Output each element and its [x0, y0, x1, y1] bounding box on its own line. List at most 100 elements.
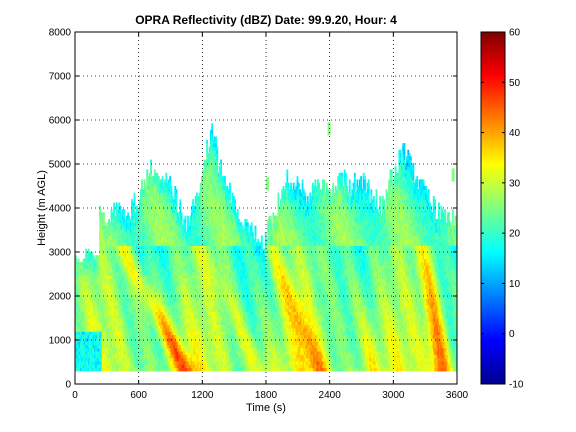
reflectivity-cell: [104, 248, 107, 253]
reflectivity-cell: [117, 215, 119, 220]
reflectivity-cell: [148, 311, 151, 316]
reflectivity-cell: [143, 192, 146, 197]
reflectivity-cell: [78, 324, 81, 329]
reflectivity-cell: [147, 291, 150, 296]
reflectivity-cell: [97, 278, 100, 283]
reflectivity-cell: [100, 364, 103, 369]
reflectivity-cell: [92, 281, 95, 286]
reflectivity-cell: [125, 304, 128, 309]
reflectivity-cell: [99, 242, 102, 246]
reflectivity-cell: [127, 294, 130, 299]
reflectivity-cell: [151, 252, 154, 256]
reflectivity-cell: [150, 228, 152, 233]
reflectivity-cell: [145, 235, 147, 240]
reflectivity-cell: [95, 324, 98, 329]
reflectivity-cell: [145, 245, 147, 250]
reflectivity-cell: [125, 278, 128, 283]
reflectivity-cell: [132, 354, 135, 359]
reflectivity-cell: [109, 344, 112, 349]
reflectivity-cell: [82, 367, 85, 372]
reflectivity-cell: [95, 331, 98, 336]
reflectivity-cell: [119, 337, 122, 342]
reflectivity-cell: [97, 314, 100, 319]
reflectivity-cell: [148, 248, 151, 253]
reflectivity-cell: [119, 367, 122, 372]
reflectivity-cell: [113, 268, 116, 273]
reflectivity-cell: [141, 337, 144, 342]
reflectivity-cell: [143, 258, 146, 263]
reflectivity-cell: [123, 347, 126, 352]
reflectivity-cell: [142, 268, 145, 273]
reflectivity-cell: [138, 278, 141, 283]
reflectivity-cell: [92, 327, 95, 332]
reflectivity-cell: [99, 367, 102, 372]
reflectivity-cell: [110, 288, 113, 293]
reflectivity-heatmap: [75, 122, 457, 372]
reflectivity-cell: [134, 301, 137, 306]
reflectivity-cell: [81, 337, 84, 342]
reflectivity-cell: [132, 288, 135, 293]
reflectivity-cell: [139, 232, 142, 237]
reflectivity-cell: [105, 351, 108, 355]
reflectivity-cell: [124, 255, 127, 260]
reflectivity-cell: [131, 331, 133, 336]
reflectivity-cell: [75, 364, 77, 369]
reflectivity-cell: [141, 189, 144, 194]
reflectivity-cell: [97, 364, 100, 369]
reflectivity-cell: [134, 304, 137, 309]
reflectivity-cell: [87, 248, 90, 253]
reflectivity-cell: [80, 364, 82, 369]
reflectivity-cell: [82, 314, 85, 319]
reflectivity-cell: [120, 351, 123, 355]
reflectivity-cell: [127, 304, 130, 309]
reflectivity-cell: [148, 186, 151, 190]
reflectivity-cell: [147, 209, 150, 213]
reflectivity-cell: [120, 301, 123, 306]
reflectivity-cell: [76, 324, 79, 329]
reflectivity-cell: [143, 228, 146, 233]
reflectivity-cell: [114, 248, 117, 253]
reflectivity-cell: [146, 248, 149, 253]
reflectivity-cell: [141, 285, 144, 289]
reflectivity-cell: [142, 278, 145, 283]
reflectivity-cell: [94, 311, 96, 316]
reflectivity-cell: [115, 298, 118, 303]
reflectivity-cell: [80, 271, 82, 276]
reflectivity-cell: [110, 331, 113, 336]
reflectivity-cell: [87, 337, 90, 342]
reflectivity-cell: [119, 248, 122, 253]
reflectivity-cell: [104, 334, 107, 339]
reflectivity-cell: [119, 301, 122, 306]
reflectivity-cell: [142, 321, 145, 326]
reflectivity-cell: [115, 225, 118, 230]
reflectivity-cell: [139, 225, 142, 230]
reflectivity-cell: [129, 275, 132, 279]
reflectivity-cell: [87, 298, 90, 303]
reflectivity-cell: [124, 265, 127, 270]
reflectivity-cell: [128, 219, 131, 223]
reflectivity-cell: [151, 248, 154, 253]
reflectivity-cell: [108, 341, 110, 345]
reflectivity-cell: [146, 351, 149, 355]
reflectivity-cell: [111, 238, 114, 243]
reflectivity-cell: [108, 285, 110, 289]
reflectivity-cell: [142, 344, 145, 349]
reflectivity-cell: [150, 318, 152, 322]
reflectivity-cell: [120, 308, 123, 312]
reflectivity-cell: [128, 314, 131, 319]
reflectivity-cell: [138, 248, 141, 253]
reflectivity-cell: [138, 341, 141, 345]
reflectivity-cell: [119, 219, 122, 223]
reflectivity-cell: [134, 265, 137, 270]
reflectivity-cell: [110, 301, 113, 306]
reflectivity-cell: [100, 258, 103, 263]
reflectivity-cell: [138, 327, 141, 332]
reflectivity-cell: [109, 294, 112, 299]
reflectivity-cell: [92, 331, 95, 336]
reflectivity-cell: [151, 202, 154, 207]
reflectivity-cell: [125, 331, 128, 336]
reflectivity-cell: [113, 327, 116, 332]
reflectivity-cell: [100, 248, 103, 253]
reflectivity-cell: [122, 228, 124, 233]
reflectivity-cell: [133, 324, 136, 329]
